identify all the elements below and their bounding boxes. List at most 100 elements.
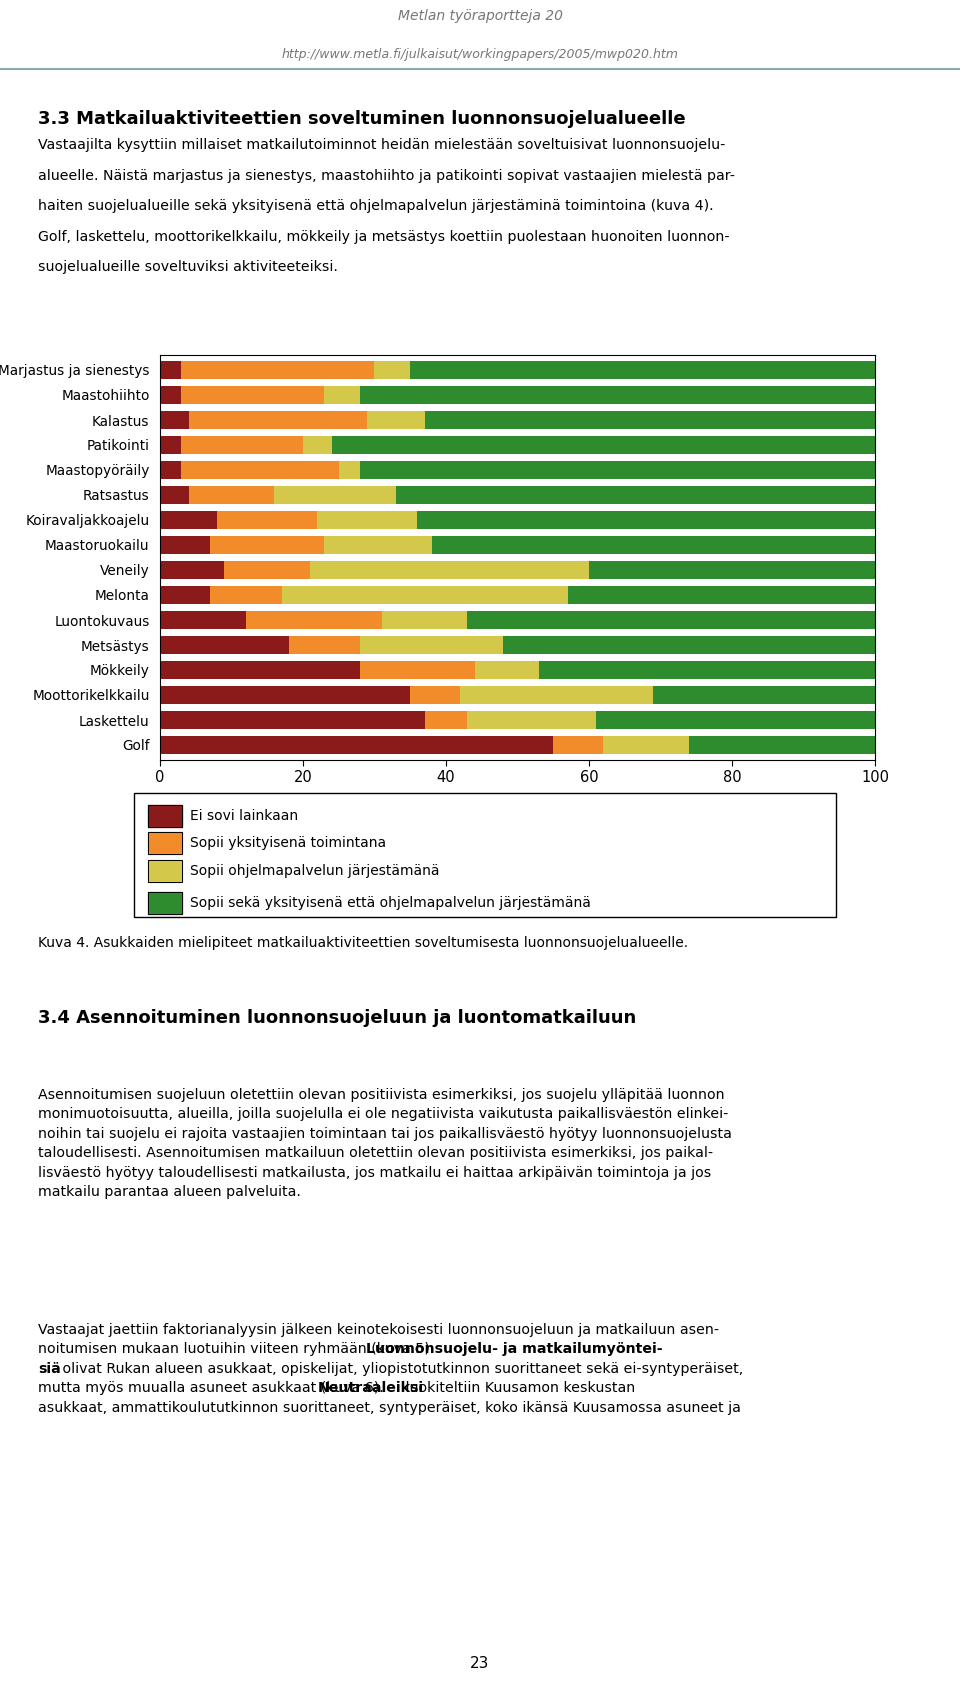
Bar	[339, 460, 360, 479]
Bar	[689, 736, 875, 753]
Text: taloudellisesti. Asennoitumisen matkailuun oletettiin olevan positiivista esimer: taloudellisesti. Asennoitumisen matkailu…	[38, 1146, 713, 1160]
Bar	[474, 660, 539, 679]
Text: noitumisen mukaan luotuihin viiteen ryhmään (kuva 5).: noitumisen mukaan luotuihin viiteen ryhm…	[38, 1343, 439, 1356]
Text: Sopii yksityisenä toimintana: Sopii yksityisenä toimintana	[190, 836, 387, 850]
Bar	[368, 411, 424, 428]
Bar	[360, 660, 474, 679]
Bar	[432, 537, 875, 554]
Bar	[460, 686, 654, 704]
Text: Neutraaleiksi: Neutraaleiksi	[318, 1381, 423, 1395]
Bar	[148, 833, 181, 855]
Bar	[424, 711, 468, 730]
Bar	[160, 386, 181, 405]
Bar	[310, 560, 589, 579]
Bar	[303, 437, 331, 454]
Bar	[275, 486, 396, 505]
Bar	[396, 486, 875, 505]
Text: Asennoitumisen suojeluun oletettiin olevan positiivista esimerkiksi, jos suojelu: Asennoitumisen suojeluun oletettiin olev…	[38, 1087, 725, 1102]
Text: Ei sovi lainkaan: Ei sovi lainkaan	[190, 809, 299, 823]
Bar	[148, 804, 181, 828]
Bar	[418, 511, 875, 528]
Bar	[160, 611, 246, 630]
Bar	[188, 411, 368, 428]
Bar	[160, 711, 424, 730]
Bar	[324, 386, 360, 405]
Bar	[468, 611, 875, 630]
Text: 3.4 Asennoituminen luonnonsuojeluun ja luontomatkailuun: 3.4 Asennoituminen luonnonsuojeluun ja l…	[38, 1009, 636, 1028]
Bar	[210, 537, 324, 554]
Bar	[160, 586, 210, 604]
Text: alueelle. Näistä marjastus ja sienestys, maastohiihto ja patikointi sopivat vast: alueelle. Näistä marjastus ja sienestys,…	[38, 169, 735, 183]
Text: Golf, laskettelu, moottorikelkkailu, mökkeily ja metsästys koettiin puolestaan h: Golf, laskettelu, moottorikelkkailu, mök…	[38, 230, 730, 244]
Text: Metlan työraportteja 20: Metlan työraportteja 20	[397, 8, 563, 24]
Bar	[217, 511, 318, 528]
Bar	[331, 437, 875, 454]
Bar	[181, 460, 339, 479]
Bar	[539, 660, 875, 679]
Bar	[148, 833, 181, 855]
Bar	[160, 560, 225, 579]
Bar	[360, 460, 875, 479]
Text: monimuotoisuutta, alueilla, joilla suojelulla ei ole negatiivista vaikutusta pai: monimuotoisuutta, alueilla, joilla suoje…	[38, 1107, 729, 1121]
Bar	[289, 637, 360, 653]
Bar	[181, 386, 324, 405]
Text: Vastaajilta kysyttiin millaiset matkailutoiminnot heidän mielestään soveltuisiva: Vastaajilta kysyttiin millaiset matkailu…	[38, 139, 726, 152]
Text: mutta myös muualla asuneet asukkaat (kuva 6).: mutta myös muualla asuneet asukkaat (kuv…	[38, 1381, 389, 1395]
Bar	[160, 511, 217, 528]
Bar	[148, 860, 181, 882]
Bar	[160, 637, 289, 653]
Text: Kuva 4. Asukkaiden mielipiteet matkailuaktiviteettien soveltumisesta luonnonsuoj: Kuva 4. Asukkaiden mielipiteet matkailua…	[38, 936, 688, 950]
Bar	[589, 560, 875, 579]
Bar	[160, 361, 181, 379]
Text: 23: 23	[470, 1656, 490, 1671]
Bar	[160, 537, 210, 554]
Bar	[567, 586, 875, 604]
Bar	[410, 361, 875, 379]
Bar	[148, 892, 181, 914]
Text: asukkaat, ammattikoulututkinnon suorittaneet, syntyperäiset, koko ikänsä Kuusamo: asukkaat, ammattikoulututkinnon suoritta…	[38, 1400, 741, 1415]
Bar	[503, 637, 875, 653]
Bar	[188, 486, 275, 505]
Bar	[596, 711, 875, 730]
Bar	[160, 411, 188, 428]
Bar	[374, 361, 410, 379]
Text: matkailu parantaa alueen palveluita.: matkailu parantaa alueen palveluita.	[38, 1185, 301, 1199]
Text: http://www.metla.fi/julkaisut/workingpapers/2005/mwp020.htm: http://www.metla.fi/julkaisut/workingpap…	[281, 47, 679, 61]
Bar	[181, 361, 374, 379]
Bar	[160, 736, 553, 753]
Text: noihin tai suojelu ei rajoita vastaajien toimintaan tai jos paikallisväestö hyöt: noihin tai suojelu ei rajoita vastaajien…	[38, 1128, 732, 1141]
Bar	[424, 411, 875, 428]
Text: haiten suojelualueille sekä yksityisenä että ohjelmapalvelun järjestäminä toimin: haiten suojelualueille sekä yksityisenä …	[38, 200, 714, 213]
Bar	[160, 437, 181, 454]
Bar	[360, 637, 503, 653]
Text: Luonnonsuojelu- ja matkailumyöntei-: Luonnonsuojelu- ja matkailumyöntei-	[366, 1343, 662, 1356]
Text: siä: siä	[38, 1361, 61, 1376]
Text: suojelualueille soveltuviksi aktiviteeteiksi.: suojelualueille soveltuviksi aktiviteete…	[38, 261, 338, 274]
Bar	[160, 486, 188, 505]
Bar	[553, 736, 603, 753]
Bar	[324, 537, 432, 554]
Bar	[603, 736, 689, 753]
Text: 3.3 Matkailuaktiviteettien soveltuminen luonnonsuojelualueelle: 3.3 Matkailuaktiviteettien soveltuminen …	[38, 110, 686, 129]
Bar	[148, 804, 181, 828]
Text: Vastaajat jaettiin faktorianalyysin jälkeen keinotekoisesti luonnonsuojeluun ja : Vastaajat jaettiin faktorianalyysin jälk…	[38, 1322, 720, 1337]
Text: olivat Rukan alueen asukkaat, opiskelijat, yliopistotutkinnon suorittaneet sekä : olivat Rukan alueen asukkaat, opiskelija…	[58, 1361, 743, 1376]
Bar	[382, 611, 468, 630]
Text: Sopii ohjelmapalvelun järjestämänä: Sopii ohjelmapalvelun järjestämänä	[190, 863, 440, 877]
Bar	[410, 686, 460, 704]
Bar	[246, 611, 382, 630]
Text: lisväestö hyötyy taloudellisesti matkailusta, jos matkailu ei haittaa arkipäivän: lisväestö hyötyy taloudellisesti matkail…	[38, 1166, 711, 1180]
Bar	[160, 660, 360, 679]
Bar	[181, 437, 303, 454]
Bar	[360, 386, 875, 405]
Bar	[281, 586, 567, 604]
Bar	[318, 511, 418, 528]
Bar	[210, 586, 281, 604]
Text: luokiteltiin Kuusamon keskustan: luokiteltiin Kuusamon keskustan	[401, 1381, 636, 1395]
Bar	[160, 686, 410, 704]
Bar	[225, 560, 310, 579]
Bar	[160, 460, 181, 479]
Bar	[468, 711, 596, 730]
Text: Sopii sekä yksityisenä että ohjelmapalvelun järjestämänä: Sopii sekä yksityisenä että ohjelmapalve…	[190, 896, 591, 911]
Bar	[148, 892, 181, 914]
